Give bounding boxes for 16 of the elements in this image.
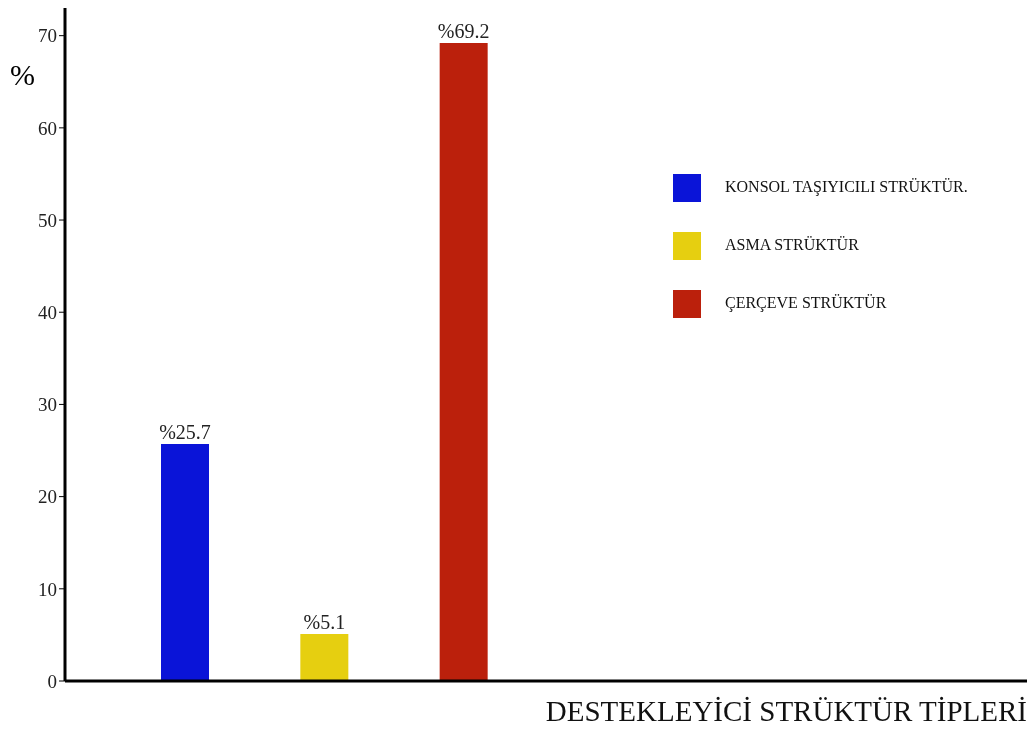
y-tick-label: 0: [47, 670, 57, 692]
y-tick-label: 20: [38, 486, 57, 508]
data-label: %25.7: [159, 421, 211, 444]
data-label: %69.2: [437, 20, 490, 43]
y-tick-label: 30: [38, 394, 57, 416]
y-tick-label: 40: [38, 301, 57, 323]
legend-label: KONSOL TAŞIYICILI STRÜKTÜR.: [725, 178, 968, 195]
x-axis-title: DESTEKLEYİCİ STRÜKTÜR TİPLERİ: [545, 695, 1027, 727]
legend-label: ASMA STRÜKTÜR: [725, 236, 859, 253]
y-tick-label: 10: [38, 578, 57, 600]
y-axis-title: %: [10, 58, 35, 92]
y-tick-label: 50: [38, 209, 57, 231]
y-tick-label: 70: [38, 25, 57, 47]
y-tick-label: 60: [38, 117, 57, 139]
legend-label: ÇERÇEVE STRÜKTÜR: [725, 294, 887, 311]
data-label: %5.1: [303, 610, 346, 633]
